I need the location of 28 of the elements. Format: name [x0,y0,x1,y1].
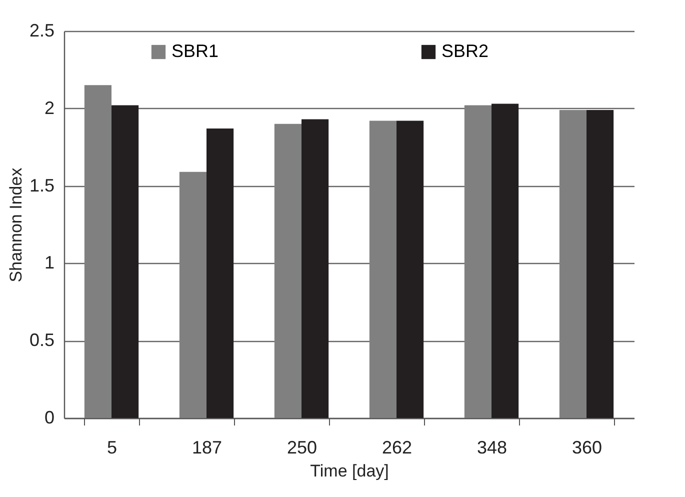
y-tick-label: 2.5 [29,20,54,40]
bar [559,110,586,418]
bar [206,128,234,418]
x-tick-label: 187 [192,438,222,458]
x-tick-label: 262 [382,438,412,458]
bar [84,85,112,418]
x-tick-label: 5 [106,438,118,458]
bar [369,120,396,418]
bar [396,120,424,418]
y-axis-title: Shannon Index [6,167,26,282]
x-tick-label: 348 [476,438,508,458]
bar [179,172,206,418]
x-tick-label: 360 [572,438,602,458]
y-tick-label: 2 [44,98,54,118]
bar [302,119,329,418]
legend-label: SBR2 [442,41,489,61]
bar [112,105,139,418]
bar [586,110,614,418]
x-axis-title: Time [day] [310,462,389,480]
legend-label: SBR1 [172,41,219,61]
x-tick-label: 250 [286,438,318,458]
bar [274,124,302,418]
y-tick-label: 0 [44,408,54,428]
bar [492,104,519,418]
bar [464,105,492,418]
y-tick-label: 1 [44,252,54,273]
y-tick-label: 1.5 [29,175,54,196]
y-tick-label: 0.5 [29,330,54,350]
